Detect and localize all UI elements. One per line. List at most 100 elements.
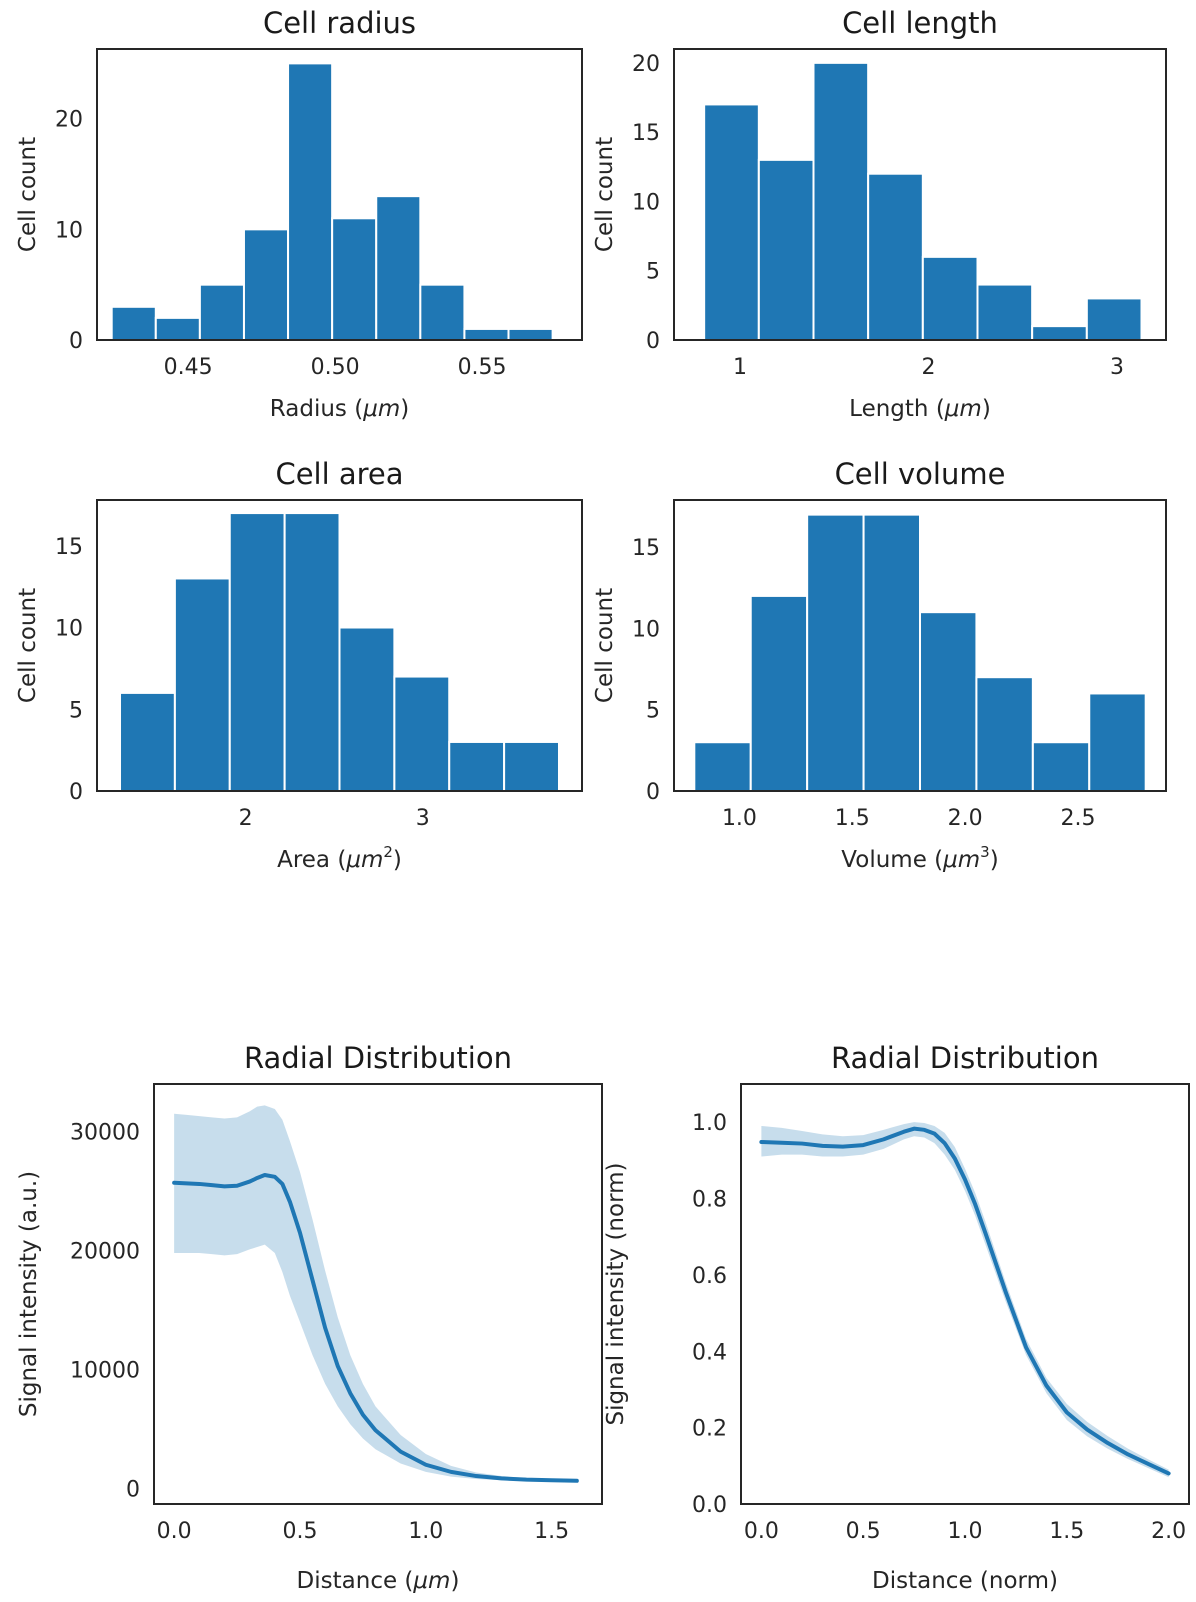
bar-4 (862, 513, 922, 792)
y-tick-label: 10000 (70, 1359, 140, 1384)
x-tick-label: 2 (921, 355, 935, 380)
y-axis-label: Cell count (15, 588, 41, 703)
bar-8 (1085, 297, 1143, 341)
y-tick-label: 0.6 (692, 1264, 727, 1289)
bar-5 (921, 255, 979, 342)
chart-title: Cell volume (835, 457, 1006, 491)
bar-7 (1031, 325, 1088, 341)
x-tick-label: 2.0 (948, 806, 983, 831)
x-tick-label: 1.0 (722, 806, 757, 831)
x-axis-label: Area (μm2) (277, 843, 402, 873)
y-axis-label: Signal intensity (a.u.) (16, 1171, 42, 1417)
y-tick-label: 30000 (70, 1121, 140, 1146)
chart-title: Radial Distribution (244, 1041, 512, 1075)
bar-6 (975, 676, 1034, 792)
bar-1 (703, 103, 760, 341)
y-tick-label: 10 (55, 218, 83, 243)
axes-frame (96, 499, 583, 792)
bar-7 (1031, 741, 1091, 793)
y-tick-label: 0 (646, 329, 660, 354)
x-tick-label: 0.5 (282, 1519, 317, 1544)
bar-3 (228, 512, 286, 793)
y-tick-label: 20 (632, 52, 660, 77)
bar-8 (503, 740, 560, 793)
bar-1 (119, 691, 176, 792)
bar-2 (757, 158, 815, 341)
x-tick-label: 1.0 (948, 1519, 983, 1544)
y-tick-label: 10 (55, 617, 83, 642)
y-tick-label: 0 (69, 780, 83, 805)
y-tick-label: 5 (646, 699, 660, 724)
chart-title: Cell area (275, 457, 403, 491)
y-axis-label: Signal intensity (norm) (603, 1162, 629, 1425)
axes-frame (673, 48, 1167, 341)
x-tick-label: 1.5 (835, 806, 870, 831)
bar-4 (867, 172, 924, 341)
axes-frame (740, 1083, 1190, 1505)
x-axis-label: Radius (μm) (270, 396, 409, 422)
x-axis-label: Volume (μm3) (841, 843, 998, 873)
x-tick-label: 0.55 (458, 355, 507, 380)
mean-line (759, 1126, 1171, 1476)
panel-6: 0.0 0.5 1.0 1.5 2.0 0.0 0.2 0.4 0.6 0.8 1.0 Radial … (603, 1041, 1190, 1594)
x-tick-label: 0.5 (846, 1519, 881, 1544)
y-axis-label: Cell count (592, 137, 618, 252)
y-axis-label: Cell count (592, 588, 618, 703)
axes-frame (96, 48, 583, 341)
bar-10 (507, 327, 554, 342)
confidence-band (174, 1105, 577, 1482)
y-tick-label: 15 (55, 535, 83, 560)
bar-1 (693, 741, 752, 793)
x-tick-label: 0.0 (157, 1519, 192, 1544)
bar-6 (393, 675, 451, 792)
bar-5 (338, 626, 396, 792)
axes-frame (153, 1083, 603, 1505)
y-tick-label: 0.4 (692, 1340, 727, 1365)
x-axis-label: Length (μm) (849, 396, 991, 422)
chart-title: Cell length (842, 6, 998, 40)
y-tick-label: 5 (646, 260, 660, 285)
chart-title: Radial Distribution (831, 1041, 1099, 1075)
y-tick-label: 1.0 (692, 1111, 727, 1136)
x-tick-label: 3 (416, 806, 430, 831)
bar-7 (375, 195, 422, 341)
x-axis-label: Distance (μm) (297, 1568, 460, 1594)
mean-line (172, 1173, 579, 1483)
y-tick-label: 0 (646, 780, 660, 805)
bar-6 (976, 283, 1034, 342)
x-tick-label: 1 (733, 355, 747, 380)
bar-5 (287, 62, 334, 341)
panel-4: 1.0 1.5 2.0 2.5 0 5 10 15 Cell volume Volume (μm3… (592, 457, 1167, 873)
bar-7 (448, 740, 506, 793)
bar-9 (463, 327, 510, 342)
panel-3: 2 3 0 5 10 15 Cell area Area (μm2) Cell count (15, 457, 583, 873)
bar-3 (806, 513, 865, 792)
x-tick-label: 1.0 (408, 1519, 443, 1544)
y-tick-label: 15 (632, 121, 660, 146)
bar-1 (110, 305, 157, 342)
y-tick-label: 0 (69, 329, 83, 354)
y-tick-label: 5 (69, 698, 83, 723)
bar-2 (749, 594, 809, 792)
bar-6 (331, 217, 378, 341)
y-tick-label: 0.0 (692, 1493, 727, 1518)
bar-8 (1088, 692, 1147, 793)
bar-4 (242, 228, 290, 341)
y-tick-label: 0.8 (692, 1188, 727, 1213)
bar-5 (919, 611, 978, 792)
y-tick-label: 15 (632, 536, 660, 561)
bar-8 (419, 283, 466, 342)
bar-2 (154, 316, 201, 342)
bar-3 (198, 283, 245, 342)
y-tick-label: 20 (55, 108, 83, 133)
y-tick-label: 0.2 (692, 1417, 727, 1442)
y-tick-label: 0 (126, 1478, 140, 1503)
panel-5: 0.0 0.5 1.0 1.5 0 10000 20000 30000 Radial Distr… (16, 1041, 603, 1594)
panel-2: 1 2 3 0 5 10 15 20 Cell length Length (μm) Cell co… (592, 6, 1167, 422)
bar-3 (812, 61, 870, 341)
x-tick-label: 0.45 (164, 355, 213, 380)
x-tick-label: 2 (239, 806, 253, 831)
x-tick-label: 1.5 (1049, 1519, 1084, 1544)
bar-2 (173, 577, 231, 793)
